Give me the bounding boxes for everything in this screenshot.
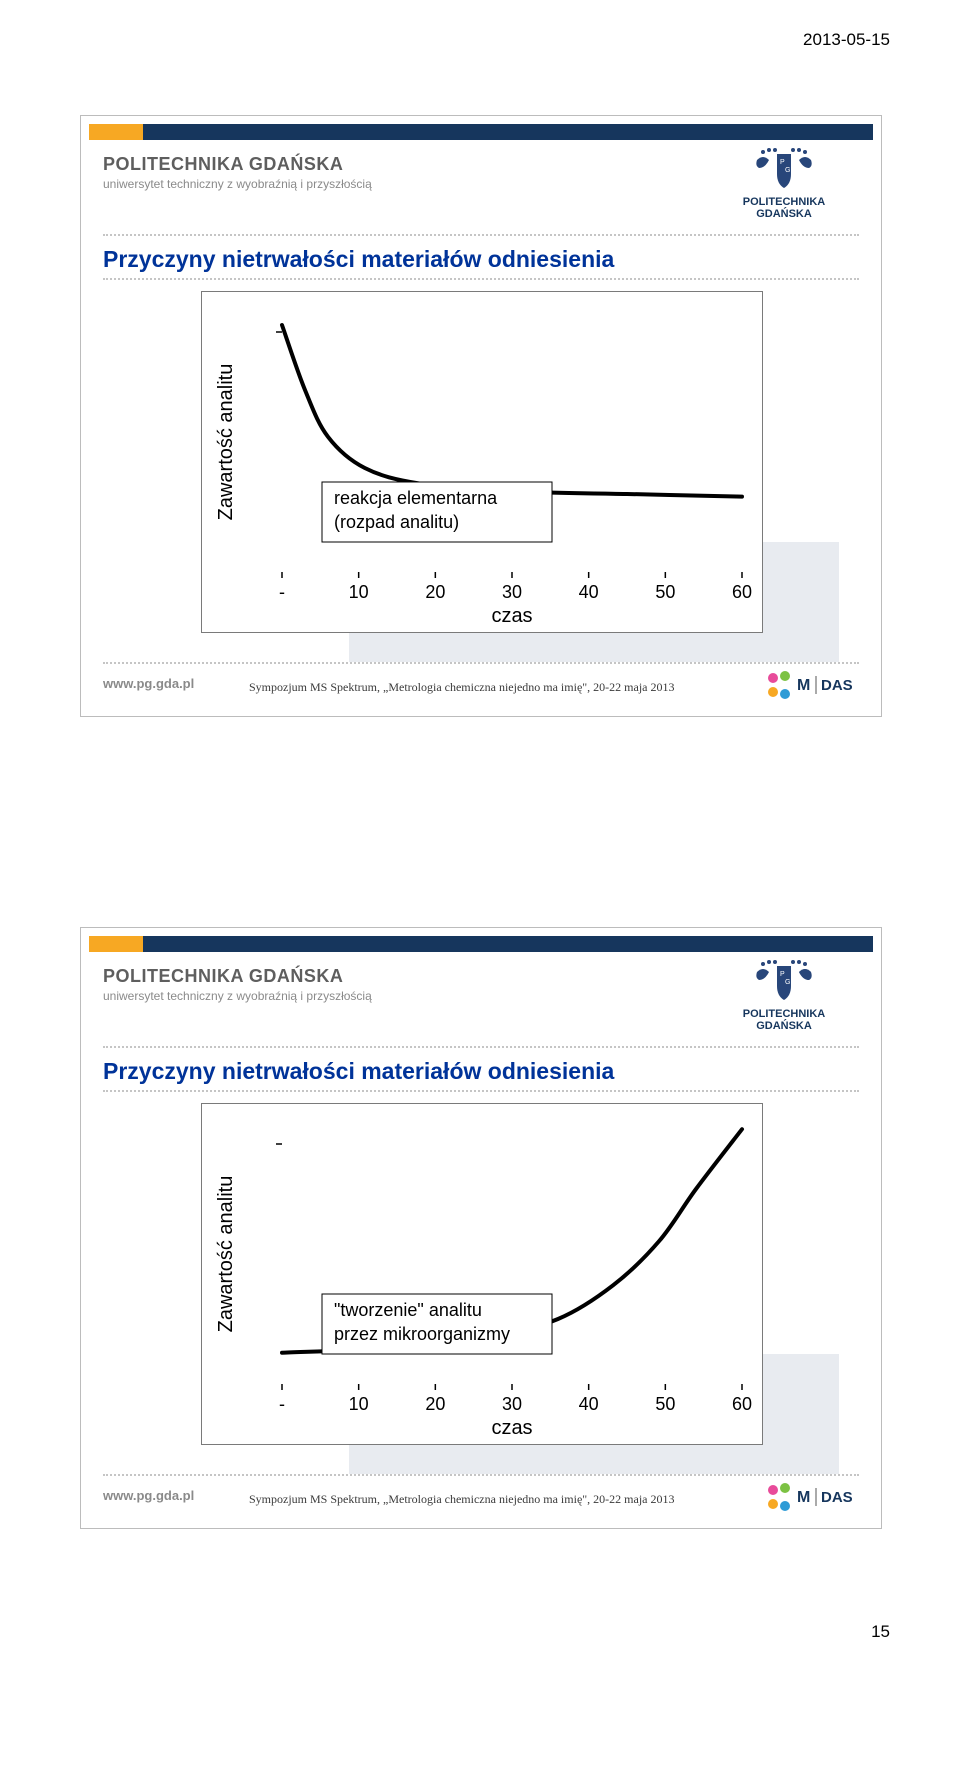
divider-top bbox=[103, 1046, 859, 1048]
svg-text:G: G bbox=[785, 167, 790, 174]
svg-text:Zawartość analitu: Zawartość analitu bbox=[215, 1176, 237, 1333]
page-date: 2013-05-15 bbox=[803, 30, 890, 50]
slide-2: POLITECHNIKA GDAŃSKA uniwersytet technic… bbox=[80, 927, 882, 1529]
footer-caption: Sympozjum MS Spektrum, „Metrologia chemi… bbox=[249, 680, 674, 695]
shield-lions-icon: P G bbox=[749, 960, 819, 1006]
logo-label-2: GDAŃSKA bbox=[756, 1020, 812, 1032]
slide-topbar bbox=[89, 124, 873, 140]
svg-text:40: 40 bbox=[579, 1394, 599, 1414]
logo-label-1: POLITECHNIKA bbox=[743, 1008, 826, 1020]
footer-url: www.pg.gda.pl bbox=[103, 676, 194, 691]
svg-text:30: 30 bbox=[502, 582, 522, 602]
svg-text:10: 10 bbox=[349, 582, 369, 602]
logo-label-1: POLITECHNIKA bbox=[743, 196, 826, 208]
mdas-logo-icon: M DAS bbox=[763, 668, 859, 702]
footer-url: www.pg.gda.pl bbox=[103, 1488, 194, 1503]
svg-text:P: P bbox=[780, 971, 785, 978]
institution-logo: P G POLITECHNIKAGDAŃSKA bbox=[709, 148, 859, 220]
shield-lions-icon: P G bbox=[749, 148, 819, 194]
slide-header: POLITECHNIKA GDAŃSKA uniwersytet technic… bbox=[103, 154, 859, 224]
svg-text:M: M bbox=[797, 677, 810, 694]
footer-divider bbox=[103, 662, 859, 664]
mdas-logo-icon: M DAS bbox=[763, 1480, 859, 1514]
page-number: 15 bbox=[871, 1622, 890, 1642]
svg-text:DAS: DAS bbox=[821, 1489, 853, 1506]
slide-title: Przyczyny nietrwałości materiałów odnies… bbox=[103, 246, 614, 273]
footer-divider bbox=[103, 1474, 859, 1476]
svg-text:czas: czas bbox=[491, 605, 532, 627]
divider-under-title bbox=[103, 278, 859, 280]
institution-logo: P G POLITECHNIKAGDAŃSKA bbox=[709, 960, 859, 1032]
svg-text:G: G bbox=[785, 979, 790, 986]
svg-text:czas: czas bbox=[491, 1417, 532, 1439]
divider-top bbox=[103, 234, 859, 236]
document-page: 2013-05-15 bbox=[0, 0, 960, 1672]
svg-text:40: 40 bbox=[579, 582, 599, 602]
svg-text:reakcja elementarna: reakcja elementarna bbox=[334, 488, 498, 508]
slide-topbar bbox=[89, 936, 873, 952]
topbar-orange-accent bbox=[89, 936, 143, 952]
footer-caption: Sympozjum MS Spektrum, „Metrologia chemi… bbox=[249, 1492, 674, 1507]
slide-footer: www.pg.gda.pl Sympozjum MS Spektrum, „Me… bbox=[89, 662, 873, 708]
svg-text:-: - bbox=[279, 582, 285, 602]
svg-text:Zawartość analitu: Zawartość analitu bbox=[215, 364, 237, 521]
slide-footer: www.pg.gda.pl Sympozjum MS Spektrum, „Me… bbox=[89, 1474, 873, 1520]
svg-text:20: 20 bbox=[425, 582, 445, 602]
svg-text:M: M bbox=[797, 1489, 810, 1506]
slide-header: POLITECHNIKA GDAŃSKA uniwersytet technic… bbox=[103, 966, 859, 1036]
svg-text:50: 50 bbox=[655, 1394, 675, 1414]
svg-text:10: 10 bbox=[349, 1394, 369, 1414]
chart-2: - 10 20 30 40 50 60 czas Zawartość analitu "tworz… bbox=[201, 1103, 763, 1445]
svg-text:(rozpad analitu): (rozpad analitu) bbox=[334, 512, 459, 532]
svg-text:30: 30 bbox=[502, 1394, 522, 1414]
svg-text:przez mikroorganizmy: przez mikroorganizmy bbox=[334, 1324, 510, 1344]
topbar-orange-accent bbox=[89, 124, 143, 140]
slides-container: POLITECHNIKA GDAŃSKA uniwersytet technic… bbox=[0, 0, 960, 1779]
svg-text:"tworzenie" analitu: "tworzenie" analitu bbox=[334, 1300, 482, 1320]
divider-under-title bbox=[103, 1090, 859, 1092]
svg-text:-: - bbox=[279, 1394, 285, 1414]
svg-text:50: 50 bbox=[655, 582, 675, 602]
slide-title: Przyczyny nietrwałości materiałów odnies… bbox=[103, 1058, 614, 1085]
svg-text:P: P bbox=[780, 159, 785, 166]
slide-1: POLITECHNIKA GDAŃSKA uniwersytet technic… bbox=[80, 115, 882, 717]
svg-text:DAS: DAS bbox=[821, 677, 853, 694]
chart-1: - 10 20 30 40 50 60 czas Zawartość analitu reakcj… bbox=[201, 291, 763, 633]
svg-text:60: 60 bbox=[732, 1394, 752, 1414]
logo-label-2: GDAŃSKA bbox=[756, 208, 812, 220]
svg-text:20: 20 bbox=[425, 1394, 445, 1414]
svg-text:60: 60 bbox=[732, 582, 752, 602]
